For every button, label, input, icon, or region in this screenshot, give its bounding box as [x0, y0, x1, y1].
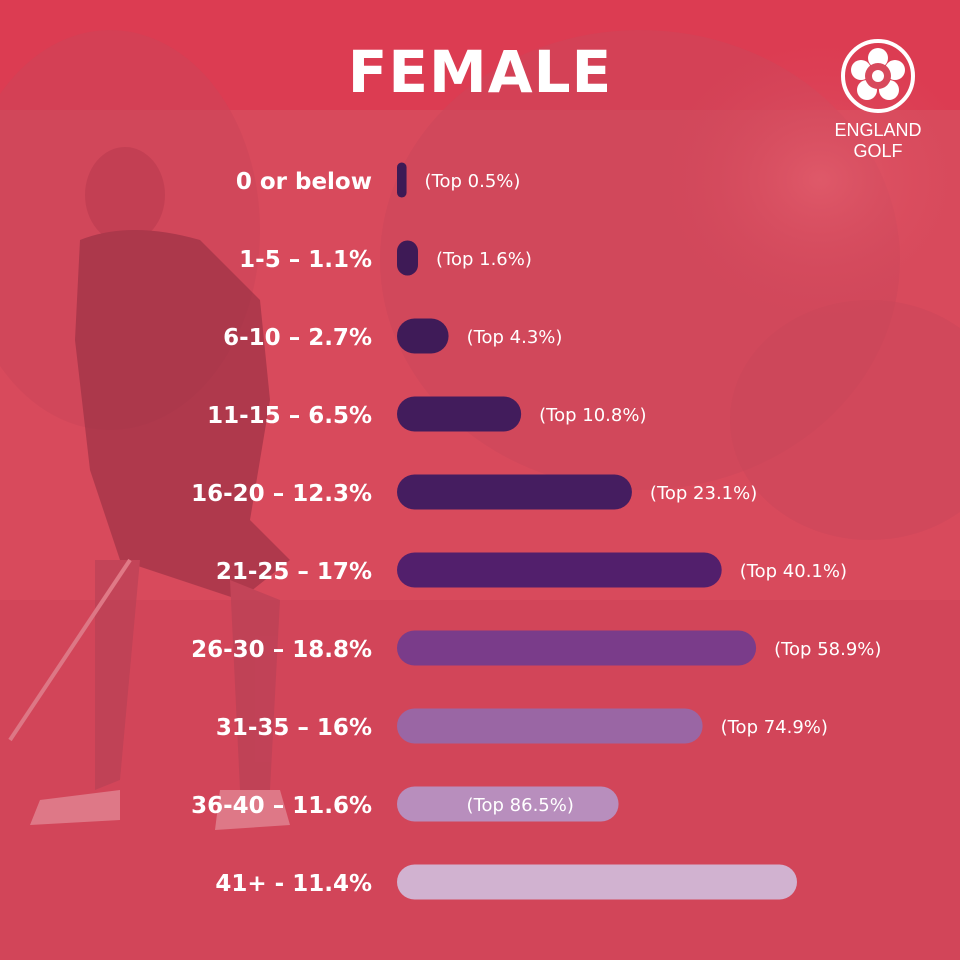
category-label: 6-10 – 2.7%	[223, 325, 372, 351]
bar-7	[397, 630, 757, 666]
bar-10	[397, 864, 797, 900]
category-label: 31-35 – 16%	[216, 715, 372, 741]
category-label: 1-5 – 1.1%	[239, 247, 372, 273]
bar-9	[397, 786, 619, 822]
bar-8	[397, 708, 703, 744]
bar-5	[397, 474, 632, 510]
data-label: (Top 74.9%)	[721, 717, 828, 738]
category-label: 41+ - 11.4%	[215, 871, 372, 897]
category-label: 11-15 – 6.5%	[207, 403, 372, 429]
category-label: 36-40 – 11.6%	[191, 793, 372, 819]
rose-icon	[841, 39, 915, 113]
data-label: (Top 23.1%)	[650, 483, 757, 504]
page-title: FEMALE	[347, 38, 613, 106]
bar-2	[397, 240, 419, 276]
bar-3	[397, 318, 449, 354]
category-label: 21-25 – 17%	[216, 559, 372, 585]
data-label: (Top 0.5%)	[425, 171, 521, 192]
bar-6	[397, 552, 722, 588]
data-label: (Top 58.9%)	[774, 639, 881, 660]
category-label: 16-20 – 12.3%	[191, 481, 372, 507]
england-golf-logo: ENGLAND GOLF	[823, 38, 933, 168]
data-label: (Top 1.6%)	[436, 249, 532, 270]
data-label: (Top 10.8%)	[539, 405, 646, 426]
category-label: 0 or below	[236, 169, 372, 195]
category-label: 26-30 – 18.8%	[191, 637, 372, 663]
logo-text-line1: ENGLAND	[834, 120, 922, 140]
bar-1	[397, 162, 407, 198]
data-label: (Top 86.5%)	[467, 795, 574, 816]
logo-text-line2: GOLF	[853, 141, 903, 161]
golfer-silhouette	[8, 147, 290, 830]
data-label: (Top 4.3%)	[467, 327, 563, 348]
bar-4	[397, 396, 522, 432]
data-label: (Top 40.1%)	[740, 561, 847, 582]
